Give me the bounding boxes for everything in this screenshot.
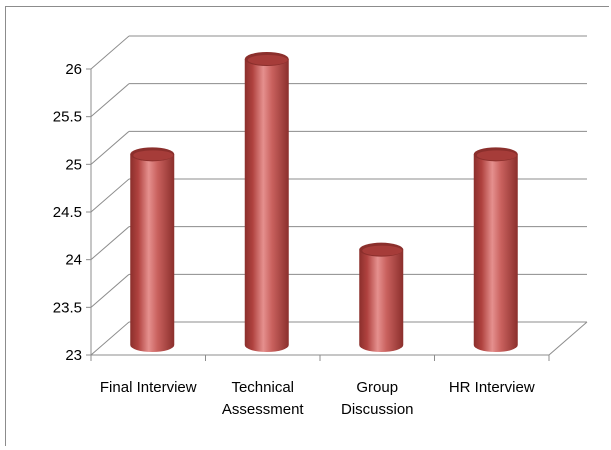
bar-body bbox=[359, 249, 404, 353]
bar-top-inner bbox=[247, 55, 288, 65]
bar-top-inner bbox=[362, 245, 403, 256]
axes bbox=[86, 68, 588, 361]
bar-hr-interview bbox=[473, 147, 518, 353]
y-tick-label: 23 bbox=[65, 347, 82, 364]
gridline-side bbox=[90, 83, 130, 118]
bar-technical-assessment bbox=[244, 52, 289, 353]
labels: 23 23.5 24 24.5 25 25.5 26 Final Interview Techn… bbox=[53, 61, 535, 418]
x-tick-label: HR Interview bbox=[449, 379, 535, 396]
x-tick-label: Technical bbox=[231, 379, 294, 396]
x-tick-label: Discussion bbox=[341, 401, 414, 418]
gridline-side bbox=[90, 35, 130, 70]
bar-final-interview bbox=[130, 147, 175, 353]
x-tick-label: Final Interview bbox=[100, 379, 197, 396]
gridline-side bbox=[90, 130, 130, 165]
gridline-side bbox=[90, 273, 130, 308]
gridline-side bbox=[90, 226, 130, 261]
gridline-side bbox=[90, 321, 130, 356]
bar-top-inner bbox=[476, 150, 517, 161]
y-tick-label: 25 bbox=[65, 156, 82, 173]
bar-body bbox=[473, 154, 518, 353]
bar-body bbox=[244, 59, 289, 353]
floor-edge bbox=[548, 321, 588, 356]
y-tick-label: 24 bbox=[65, 252, 82, 269]
y-tick-label: 23.5 bbox=[53, 299, 82, 316]
bar-top-inner bbox=[133, 150, 174, 161]
gridline-side bbox=[90, 178, 130, 213]
x-tick-label: Group bbox=[356, 379, 398, 396]
chart-frame bbox=[5, 6, 609, 446]
bar-group-discussion bbox=[359, 242, 404, 353]
bars bbox=[130, 52, 518, 353]
bar-body bbox=[130, 154, 175, 353]
x-tick-label: Assessment bbox=[222, 401, 305, 418]
y-tick-label: 24.5 bbox=[53, 204, 82, 221]
y-tick-label: 25.5 bbox=[53, 109, 82, 126]
y-tick-label: 26 bbox=[65, 61, 82, 78]
